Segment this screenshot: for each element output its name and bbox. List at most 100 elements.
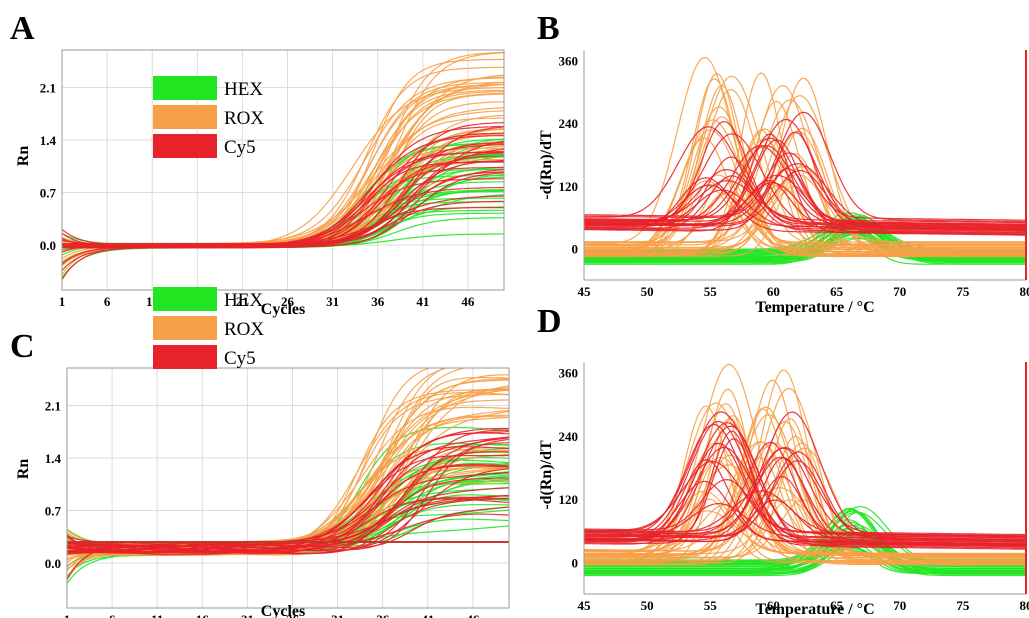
x-tick-label: 45: [578, 284, 592, 299]
series-line-hex: [67, 456, 509, 554]
x-tick-label: 46: [461, 294, 475, 309]
legend-swatch-hex: [153, 76, 217, 100]
series-line-rox: [584, 153, 1026, 251]
panel-b-yticks: 0 120 240 360: [559, 53, 579, 256]
panel-letter-a: A: [10, 10, 35, 47]
series-line-cy5: [62, 161, 504, 249]
legend-label-hex: HEX: [224, 79, 263, 100]
series-line-cy5: [67, 487, 509, 555]
legend-label-rox: ROX: [224, 108, 264, 129]
series-line-rox: [67, 392, 509, 552]
x-tick-label: 1: [59, 294, 66, 309]
series-line-cy5: [584, 420, 1026, 544]
series-line-rox: [62, 87, 504, 248]
panel-d: D 45 50 55 60 65 70 75 80 0 120 240 360 Temperatur…: [537, 303, 1029, 618]
x-tick-label: 21: [241, 612, 254, 618]
series-line-rox: [584, 420, 1026, 565]
x-tick-label: 80: [1020, 598, 1029, 613]
series-line-cy5: [584, 179, 1026, 230]
series-line-rox: [584, 402, 1026, 557]
series-line-hex: [584, 238, 1026, 264]
x-tick-label: 6: [109, 612, 116, 618]
panel-a: A 161116212631364146 0.00.71.42.1 Cycles…: [10, 10, 505, 318]
series-line-rox: [584, 414, 1026, 563]
x-tick-label: 60: [767, 598, 780, 613]
series-line-rox: [584, 499, 1026, 558]
panel-letter-d: D: [537, 303, 562, 340]
panel-c-grid: [66, 368, 509, 608]
series-line-hex: [62, 189, 504, 247]
series-line-rox: [62, 93, 504, 245]
panel-d-xlabel: Temperature / °C: [755, 601, 874, 618]
series-line-cy5: [584, 460, 1026, 541]
legend-swatch-rox: [153, 105, 217, 129]
panel-d-ylabel: -d(Rn)/dT: [538, 440, 555, 510]
panel-c-xlabel: Cycles: [261, 603, 305, 618]
legend-swatch-hex: [153, 287, 217, 311]
series-line-cy5: [67, 451, 509, 554]
series-line-hex: [584, 511, 1026, 567]
x-tick-label: 55: [704, 598, 718, 613]
y-tick-label: 360: [559, 366, 579, 381]
series-line-cy5: [62, 166, 504, 247]
series-line-rox: [584, 56, 1026, 245]
series-line-cy5: [584, 457, 1026, 547]
series-line-cy5: [62, 152, 504, 245]
x-tick-label: 31: [331, 612, 344, 618]
x-tick-label: 26: [286, 612, 300, 618]
x-tick-label: 65: [830, 284, 844, 299]
x-tick-label: 1: [64, 612, 71, 618]
series-line-rox: [62, 127, 504, 245]
series-line-cy5: [584, 451, 1026, 542]
y-tick-label: 360: [559, 53, 579, 68]
x-tick-label: 16: [196, 612, 210, 618]
series-line-hex: [62, 153, 504, 247]
legend-label-cy5: Cy5: [224, 348, 256, 369]
y-tick-label: 120: [559, 179, 579, 194]
y-tick-label: 1.4: [40, 133, 57, 148]
panel-letter-b: B: [537, 10, 560, 47]
panel-d-xticks: 45 50 55 60 65 70 75 80: [578, 598, 1029, 613]
x-tick-label: 65: [830, 598, 844, 613]
x-tick-label: 75: [956, 598, 970, 613]
panel-b-xlabel: Temperature / °C: [755, 299, 874, 316]
series-line-cy5: [584, 118, 1026, 230]
panel-c-frame: [66, 367, 510, 609]
series-line-cy5: [67, 513, 509, 553]
series-line-hex: [584, 546, 1026, 575]
series-line-cy5: [62, 142, 504, 246]
panel-letter-c: C: [10, 328, 35, 365]
x-tick-label: 60: [767, 284, 780, 299]
x-tick-label: 36: [376, 612, 390, 618]
x-tick-label: 46: [466, 612, 480, 618]
series-line-cy5: [67, 446, 509, 554]
series-line-cy5: [67, 442, 509, 555]
series-line-cy5: [584, 460, 1026, 537]
y-tick-label: 120: [559, 492, 579, 507]
legend-swatch-cy5: [153, 345, 217, 369]
series-line-rox: [67, 389, 509, 556]
x-tick-label: 50: [641, 284, 654, 299]
series-line-cy5: [584, 111, 1026, 223]
panel-c-series: [67, 368, 509, 584]
x-tick-label: 41: [416, 294, 429, 309]
x-tick-label: 41: [421, 612, 434, 618]
series-line-rox: [62, 52, 504, 246]
legend-swatch-cy5: [153, 134, 217, 158]
series-line-rox: [584, 99, 1026, 244]
series-line-cy5: [584, 430, 1026, 549]
y-tick-label: 0: [572, 555, 579, 570]
series-line-cy5: [584, 145, 1026, 226]
series-line-cy5: [584, 490, 1026, 538]
panel-c: C 161116212631364146 0.00.71.42.1 Cycles…: [10, 287, 510, 618]
panel-b-series: [584, 56, 1026, 265]
panel-c-ylabel: Rn: [15, 459, 32, 480]
series-line-rox: [584, 177, 1026, 256]
panel-a-frame: [61, 49, 505, 291]
series-line-rox: [584, 405, 1026, 562]
series-line-cy5: [584, 425, 1026, 550]
panel-d-series: [584, 363, 1026, 577]
series-line-rox: [584, 414, 1026, 557]
x-tick-label: 11: [151, 612, 163, 618]
